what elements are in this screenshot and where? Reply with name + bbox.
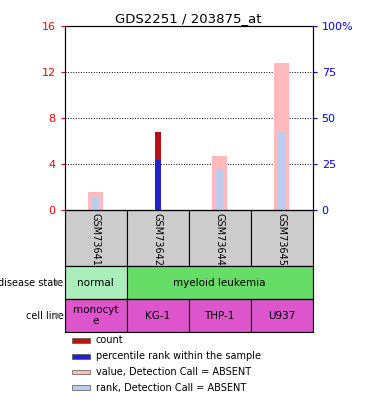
Text: disease state: disease state xyxy=(0,278,64,288)
Bar xyxy=(88,192,104,210)
Text: THP-1: THP-1 xyxy=(205,311,235,320)
Bar xyxy=(274,63,289,210)
Bar xyxy=(65,266,127,299)
Title: GDS2251 / 203875_at: GDS2251 / 203875_at xyxy=(115,12,262,25)
Bar xyxy=(216,169,223,210)
Bar xyxy=(155,132,161,210)
Bar xyxy=(127,299,189,332)
Text: GSM73642: GSM73642 xyxy=(153,213,163,266)
Text: percentile rank within the sample: percentile rank within the sample xyxy=(96,351,261,361)
Text: GSM73645: GSM73645 xyxy=(277,213,287,266)
Bar xyxy=(65,299,127,332)
Text: monocyt
e: monocyt e xyxy=(73,305,118,326)
Bar xyxy=(127,210,189,266)
Text: GSM73641: GSM73641 xyxy=(91,213,101,266)
Bar xyxy=(127,266,313,299)
Text: normal: normal xyxy=(77,278,114,288)
Bar xyxy=(189,210,251,266)
Bar xyxy=(212,156,228,210)
Text: KG-1: KG-1 xyxy=(145,311,170,320)
Text: cell line: cell line xyxy=(26,311,64,320)
Text: rank, Detection Call = ABSENT: rank, Detection Call = ABSENT xyxy=(96,383,246,393)
Bar xyxy=(72,386,90,390)
Bar xyxy=(72,354,90,358)
Bar xyxy=(72,338,90,343)
Bar xyxy=(189,299,251,332)
Text: GSM73644: GSM73644 xyxy=(215,213,225,266)
Bar xyxy=(155,160,161,210)
Bar xyxy=(251,299,313,332)
Text: value, Detection Call = ABSENT: value, Detection Call = ABSENT xyxy=(96,367,251,377)
Bar xyxy=(92,196,100,210)
Text: count: count xyxy=(96,335,123,345)
Text: myeloid leukemia: myeloid leukemia xyxy=(174,278,266,288)
Bar xyxy=(72,369,90,374)
Bar xyxy=(278,132,285,210)
Text: U937: U937 xyxy=(268,311,295,320)
Bar xyxy=(251,210,313,266)
Bar xyxy=(65,210,127,266)
